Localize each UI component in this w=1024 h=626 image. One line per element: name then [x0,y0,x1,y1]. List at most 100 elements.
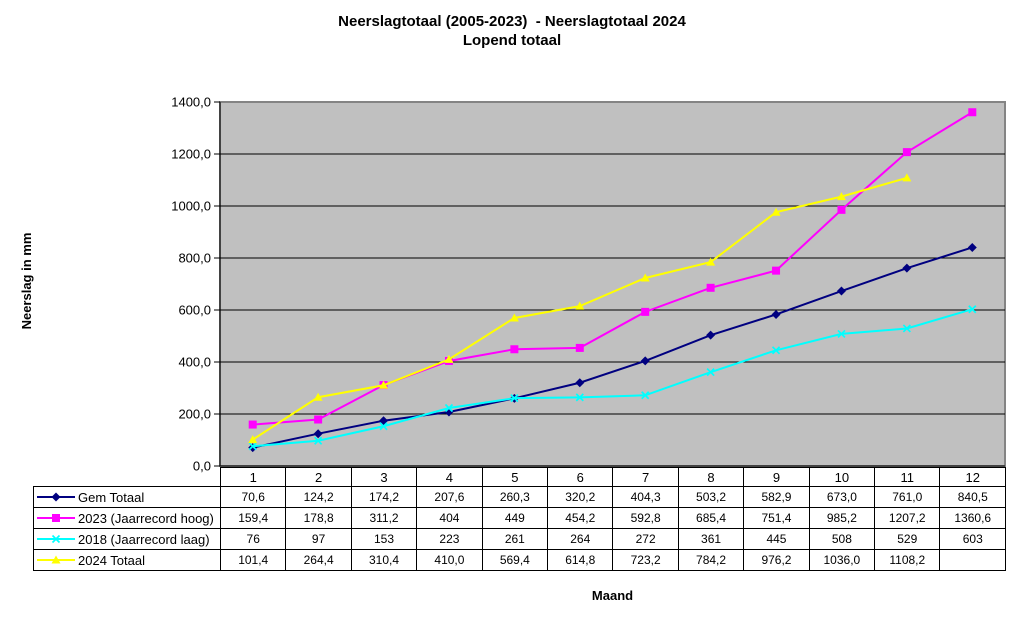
marker-triangle [313,392,323,401]
y-tick-label: 1400,0 [171,95,211,110]
legend-entry: 2023 (Jaarrecord hoog) [35,511,219,526]
month-header-cell: 1 [219,467,287,487]
series-row-2024-totaal: 2024 Totaal 101,4 264,4 310,4 410,0 569,4 614,… [33,549,1006,571]
legend-marker-icon-diamond [37,492,75,502]
value-cell: 592,8 [612,507,679,529]
month-header-cell: 5 [481,467,549,487]
series-line-2023-jaarrecord-hoog [252,111,973,426]
month-header-cell: 10 [808,467,876,487]
marker-square [706,283,715,292]
value-cell: 70,6 [219,486,287,508]
marker-square [772,266,781,275]
value-cell: 603 [939,528,1006,550]
marker-triangle [771,207,781,216]
month-header-cell: 9 [743,467,810,487]
marker-square [510,345,519,354]
value-cell: 223 [416,528,483,550]
value-cell: 124,2 [285,486,352,508]
y-tick-label: 600,0 [178,303,211,318]
value-cell: 361 [677,528,745,550]
value-cell: 569,4 [481,549,549,571]
marker-triangle [379,380,389,389]
chart-title-line1: Neerslagtotaal (2005-2023) - Neerslagtot… [338,13,686,30]
marker-square [837,205,846,214]
month-header-cell: 12 [939,467,1006,487]
value-cell: 97 [285,528,352,550]
legend-label: 2023 (Jaarrecord hoog) [78,510,214,526]
marker-square [248,420,257,429]
marker-diamond [575,378,585,388]
legend-cell-2023-jaarrecord-hoog: 2023 (Jaarrecord hoog) [33,507,221,529]
marker-diamond [771,309,781,319]
month-header-cell: 4 [416,467,483,487]
legend-cell-2024-totaal: 2024 Totaal [33,549,221,571]
series-row-2023-jaarrecord-hoog: 2023 (Jaarrecord hoog) 159,4 178,8 311,2 404… [33,507,1006,529]
legend-entry: 2024 Totaal [35,553,219,568]
value-cell: 410,0 [416,549,483,571]
marker-square [902,148,911,157]
series-row-2018-jaarrecord-laag: 2018 (Jaarrecord laag) 76 97 153 223 261 264 27… [33,528,1006,550]
value-cell: 404 [416,507,483,529]
marker-x [444,403,454,413]
value-cell: 153 [350,528,418,550]
value-cell: 404,3 [612,486,679,508]
value-cell [939,549,1006,571]
legend-entry: Gem Totaal [35,490,219,505]
value-cell: 261 [481,528,549,550]
marker-x [837,329,846,339]
value-cell: 673,0 [808,486,876,508]
marker-x [314,436,323,445]
value-cell: 582,9 [743,486,810,508]
marker-triangle [51,555,61,564]
legend-cell-gem-totaal: Gem Totaal [33,486,221,508]
value-cell: 529 [874,528,941,550]
value-cell: 723,2 [612,549,679,571]
marker-x [771,346,781,355]
y-tick-label: 0,0 [193,459,211,474]
value-cell: 685,4 [677,507,745,529]
marker-x [379,422,388,431]
value-cell: 264 [547,528,614,550]
value-cell: 1360,6 [939,507,1006,529]
value-cell: 178,8 [285,507,352,529]
plot-background [219,101,1006,467]
value-cell: 310,4 [350,549,418,571]
marker-square [968,108,977,117]
marker-x [968,305,977,314]
value-cell: 174,2 [350,486,418,508]
marker-diamond [967,242,977,252]
marker-x [51,534,61,544]
value-cell: 320,2 [547,486,614,508]
month-header-cell: 3 [350,467,418,487]
series-row-gem-totaal: Gem Totaal 70,6 124,2 174,2 207,6 260,3 320,2 4… [33,486,1006,508]
marker-diamond [640,356,650,366]
value-cell: 260,3 [481,486,549,508]
value-cell: 264,4 [285,549,352,571]
y-tick-label: 1200,0 [171,147,211,162]
legend-marker-icon-x [37,534,75,544]
value-cell: 761,0 [874,486,941,508]
legend-marker-icon-triangle [37,555,75,564]
value-cell: 840,5 [939,486,1006,508]
legend-label: 2018 (Jaarrecord laag) [78,531,210,547]
data-table: 1 2 3 4 5 6 7 8 9 10 11 12 Gem Totaal 70,6 124,2 174,2 2… [33,467,1006,571]
value-cell: 454,2 [547,507,614,529]
value-cell: 985,2 [808,507,876,529]
marker-triangle [509,313,519,322]
marker-diamond [836,286,846,296]
marker-x [641,391,650,400]
marker-triangle [575,301,585,310]
marker-square [314,415,323,424]
marker-x [575,393,584,402]
value-cell: 207,6 [416,486,483,508]
marker-x [706,368,715,377]
marker-triangle [902,173,912,182]
legend-marker-icon-square [37,514,75,522]
month-header-row: 1 2 3 4 5 6 7 8 9 10 11 12 [34,467,1006,487]
series-line-gem-totaal [252,246,973,449]
value-cell: 1036,0 [808,549,876,571]
month-header-cell: 6 [547,467,614,487]
value-cell: 1108,2 [874,549,941,571]
